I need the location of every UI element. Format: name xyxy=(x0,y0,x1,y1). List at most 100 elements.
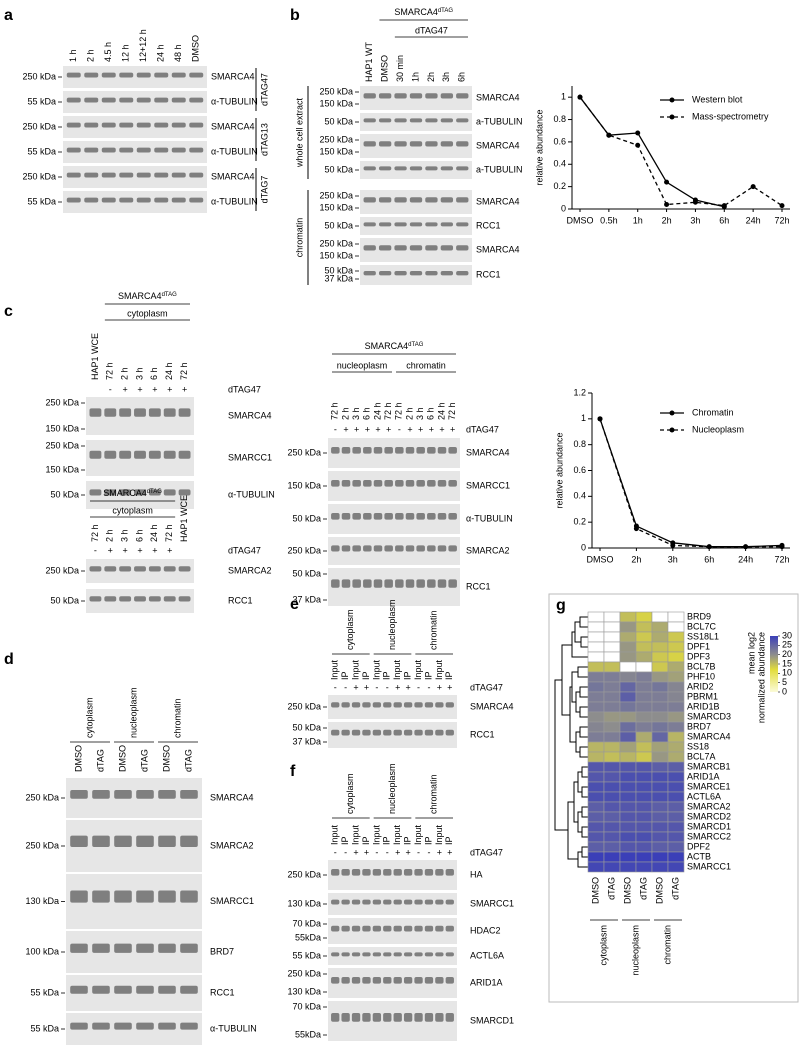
heatmap-cell xyxy=(587,811,605,823)
group-label: nucleoplasm xyxy=(387,599,397,650)
treatment-sign: + xyxy=(418,424,423,434)
lane-label: dTAG xyxy=(139,749,149,772)
y-tick-label: 0.6 xyxy=(553,136,566,146)
lane-label: 2 h xyxy=(86,49,96,62)
protein-label: RCC1 xyxy=(476,220,501,230)
heatmap-cell xyxy=(651,781,669,793)
x-tick-label: DMSO xyxy=(587,554,614,564)
lane-label: IP xyxy=(444,836,454,845)
band xyxy=(331,447,340,454)
lane-label: 72 h xyxy=(105,362,115,380)
marker-label: 55 kDa xyxy=(30,1023,59,1033)
band xyxy=(378,222,392,227)
band xyxy=(154,122,169,128)
band xyxy=(394,93,407,99)
band xyxy=(456,118,469,123)
band xyxy=(92,1022,110,1030)
heatmap-cell xyxy=(603,841,621,853)
colorbar xyxy=(770,636,778,692)
band xyxy=(383,977,392,984)
marker-label: 250 kDa xyxy=(319,86,353,96)
marker-label: 37 kDa xyxy=(324,273,353,283)
marker-label: 50 kDa xyxy=(292,513,321,523)
marker-label: 130 kDa xyxy=(287,898,321,908)
heatmap-cell xyxy=(603,731,621,743)
treatment-sign: - xyxy=(94,545,97,555)
band xyxy=(136,835,154,848)
lane-label: 24 h xyxy=(149,524,159,542)
band xyxy=(89,596,102,602)
treatment-sign: + xyxy=(353,847,358,857)
column-label: dTAG xyxy=(670,877,680,900)
blot xyxy=(328,968,457,998)
marker-label: 50 kDa xyxy=(324,265,353,275)
legend-label: Chromatin xyxy=(692,407,734,417)
heatmap-cell xyxy=(635,681,653,693)
band xyxy=(362,869,371,876)
blot xyxy=(66,874,202,929)
y-tick-label: 0.8 xyxy=(573,439,586,449)
band xyxy=(409,166,423,171)
band xyxy=(393,702,402,708)
protein-label: α-TUBULIN xyxy=(228,489,275,499)
heatmap-cell xyxy=(651,701,669,713)
row-label: SMARCD3 xyxy=(687,711,731,721)
heatmap-cell xyxy=(651,731,669,743)
row-label: SMARCA2 xyxy=(687,801,731,811)
row-label: SMARCD2 xyxy=(687,811,731,821)
band xyxy=(136,72,151,78)
band xyxy=(363,271,376,276)
point xyxy=(670,542,676,548)
band xyxy=(384,513,393,520)
heatmap-cell xyxy=(667,641,685,653)
x-tick-label: 6h xyxy=(719,215,729,225)
lane-label: HAP1 WCE xyxy=(90,333,100,380)
header-sup: dTAG xyxy=(162,292,178,298)
band xyxy=(134,450,146,459)
band xyxy=(178,596,191,602)
band xyxy=(414,925,423,932)
heatmap-cell xyxy=(619,851,637,863)
heatmap-frame xyxy=(548,593,799,1003)
treatment-sign: + xyxy=(364,847,369,857)
marker-label: 150 kDa xyxy=(319,146,353,156)
lane-label: Input xyxy=(434,659,444,680)
heatmap-cell xyxy=(667,791,685,803)
treatment-sign: - xyxy=(386,682,389,692)
band xyxy=(136,890,154,903)
band xyxy=(189,172,204,178)
heatmap-cell xyxy=(587,741,605,753)
missing-cell xyxy=(587,631,605,643)
band xyxy=(180,790,198,799)
treatment-sign: + xyxy=(343,424,348,434)
band xyxy=(378,245,392,251)
panel-letter: c xyxy=(4,303,13,320)
band xyxy=(104,408,117,417)
band xyxy=(101,72,116,78)
lane-label: 6 h xyxy=(134,529,144,542)
band xyxy=(154,147,169,153)
treatment-label: dTAG47 xyxy=(466,424,499,434)
band xyxy=(363,513,372,520)
band xyxy=(425,93,438,99)
band xyxy=(383,869,392,876)
lane-label: 1h xyxy=(410,72,420,82)
band xyxy=(66,97,81,103)
treatment-sign: + xyxy=(108,545,113,555)
band xyxy=(427,447,436,454)
missing-cell xyxy=(603,621,621,633)
blot xyxy=(328,537,460,565)
band xyxy=(383,952,392,957)
lane-label: Input xyxy=(413,824,423,845)
band xyxy=(114,1022,132,1030)
lane-label: IP xyxy=(361,836,371,845)
colorbar-tick-label: 0 xyxy=(782,686,787,696)
band xyxy=(448,480,457,487)
band xyxy=(114,985,132,994)
lane-label: DMSO xyxy=(73,745,83,772)
band xyxy=(66,72,81,78)
lane-label: 3 h xyxy=(415,407,425,420)
lane-label: Input xyxy=(371,659,381,680)
marker-label: 250 kDa xyxy=(25,840,59,850)
treatment-sign: + xyxy=(353,682,358,692)
